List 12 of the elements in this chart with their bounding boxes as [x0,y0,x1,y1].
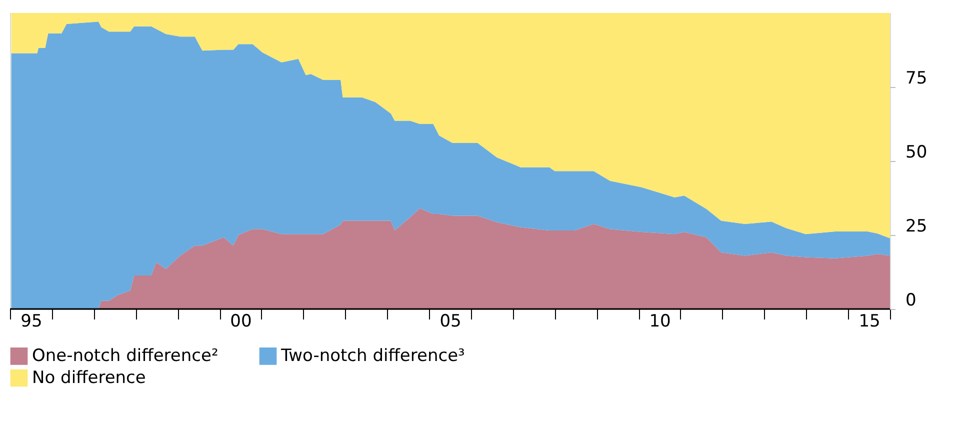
y-tick-label: 75 [906,68,928,88]
legend-label: No difference [32,368,146,388]
x-tick-label: 10 [649,312,671,332]
legend-label: One-notch difference² [32,346,218,366]
y-tick-label: 50 [906,142,928,162]
y-tick-label: 0 [906,290,916,310]
x-tick-label: 15 [858,312,880,332]
y-tick-label: 25 [906,216,928,236]
x-tick-label: 95 [20,312,42,332]
legend-label: Two-notch difference³ [280,346,465,366]
x-tick-label: 00 [230,312,252,332]
x-tick-label: 05 [440,312,462,332]
